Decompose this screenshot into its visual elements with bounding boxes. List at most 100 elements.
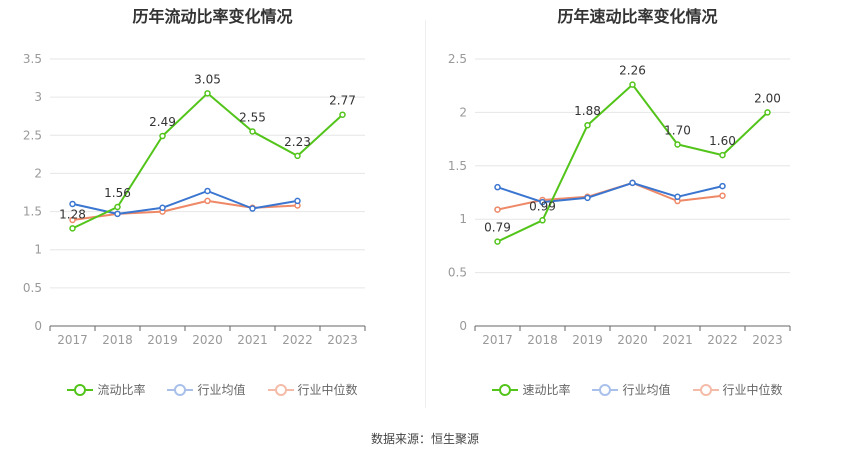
y-tick-label: 2.5	[23, 128, 42, 142]
data-point-main	[249, 128, 256, 135]
data-point-avg	[584, 194, 591, 202]
data-point-median	[719, 192, 726, 199]
data-point-main	[204, 90, 211, 97]
data-point-avg	[294, 197, 301, 205]
data-point-avg	[249, 205, 256, 212]
x-tick-label: 2018	[527, 333, 558, 347]
data-label: 1.60	[709, 134, 736, 148]
data-label: 1.28	[59, 207, 86, 221]
series-line-avg	[72, 190, 298, 215]
data-point-main	[629, 81, 636, 88]
data-label: 2.23	[284, 135, 311, 149]
data-point-median	[204, 197, 211, 205]
legend-label: 行业中位数	[722, 383, 783, 397]
data-point-avg	[674, 193, 681, 201]
data-point-avg	[539, 198, 546, 206]
x-tick-label: 2017	[482, 333, 513, 347]
y-tick-label: 1	[459, 212, 467, 226]
y-tick-label: 0	[459, 319, 467, 333]
legend-item-median[interactable]: 行业中位数	[267, 381, 358, 398]
data-point-avg	[69, 200, 76, 208]
data-label: 2.77	[329, 94, 356, 108]
legend-item-main[interactable]: 速动比率	[492, 381, 570, 398]
data-label: 2.49	[149, 115, 176, 129]
chart-svg: 0 0.5 1 1.5 2 2.5 3 3.5 2017 2018 2019 2020 2021 2022…	[23, 52, 366, 347]
data-label: 2.26	[619, 64, 646, 78]
data-point-main	[539, 217, 546, 224]
legend-item-avg[interactable]: 行业均值	[592, 381, 671, 398]
legend-marker-icon	[492, 383, 519, 396]
legend-marker-icon	[592, 383, 619, 396]
data-point-median	[69, 216, 76, 224]
x-tick-label: 2022	[282, 333, 313, 347]
x-tick-label: 2022	[707, 333, 738, 347]
y-tick-label: 1	[34, 243, 42, 257]
data-point-main	[674, 141, 681, 148]
x-tick-label: 2021	[237, 333, 268, 347]
y-tick-label: 1.5	[448, 159, 467, 173]
legend-item-median[interactable]: 行业中位数	[692, 381, 783, 398]
data-point-main	[294, 152, 301, 160]
legend-marker-icon	[692, 383, 719, 396]
data-point-avg	[114, 210, 121, 218]
series-line-avg	[497, 181, 723, 204]
legend-marker-icon	[167, 383, 194, 396]
quick-ratio-chart: 历年速动比率变化情况 0 0.5 1 1.5 2 2.5 2017 2018 2019 2020 2…	[425, 0, 850, 420]
panel-divider	[425, 20, 426, 408]
x-tick-label: 2019	[147, 333, 178, 347]
y-tick-label: 0	[34, 319, 42, 333]
legend-item-avg[interactable]: 行业均值	[167, 381, 246, 398]
legend-item-main[interactable]: 流动比率	[67, 381, 145, 398]
data-point-median	[494, 206, 501, 213]
current-ratio-chart: 历年流动比率变化情况 0 0.5 1 1.5 2 2.5 3 3.5 2017 2018 2019 2…	[0, 0, 425, 420]
data-label: 1.88	[574, 104, 601, 118]
legend-marker-icon	[67, 383, 94, 396]
x-tick-label: 2021	[662, 333, 693, 347]
data-label: 0.79	[484, 221, 511, 235]
data-label: 1.56	[104, 186, 131, 200]
y-tick-label: 1.5	[23, 205, 42, 219]
chart-title: 历年速动比率变化情况	[557, 7, 718, 26]
source-note: 数据来源：恒生聚源	[370, 432, 479, 446]
data-point-avg	[204, 187, 211, 195]
series-line-main	[497, 83, 769, 243]
legend-marker-icon	[267, 383, 294, 396]
x-tick-label: 2023	[327, 333, 358, 347]
y-tick-label: 0.5	[448, 266, 467, 280]
data-point-main	[69, 225, 76, 232]
data-label: 2.00	[754, 91, 781, 105]
x-tick-label: 2017	[57, 333, 88, 347]
y-tick-label: 2	[459, 105, 467, 119]
y-tick-label: 3	[34, 90, 42, 104]
data-point-avg	[719, 182, 726, 190]
legend-label: 行业中位数	[297, 383, 358, 397]
x-tick-label: 2020	[192, 333, 223, 347]
data-point-main	[584, 121, 591, 129]
chart-svg: 0 0.5 1 1.5 2 2.5 2017 2018 2019 2020 2021 2022 2023…	[448, 52, 791, 347]
x-tick-label: 2018	[102, 333, 133, 347]
data-label: 1.70	[664, 123, 691, 137]
x-tick-label: 2019	[572, 333, 603, 347]
legend-label: 行业均值	[622, 383, 671, 397]
data-point-main	[494, 238, 501, 245]
y-tick-label: 2.5	[448, 52, 467, 66]
x-tick-label: 2020	[617, 333, 648, 347]
data-point-main	[114, 203, 121, 211]
legend: 速动比率 行业均值 行业中位数	[425, 381, 850, 398]
legend: 流动比率 行业均值 行业中位数	[0, 381, 425, 398]
x-tick-label: 2023	[752, 333, 783, 347]
data-point-main	[764, 109, 771, 116]
y-tick-label: 2	[34, 166, 42, 180]
data-point-main	[339, 111, 346, 118]
data-point-avg	[159, 204, 166, 212]
legend-label: 行业均值	[197, 383, 246, 397]
data-label: 2.55	[239, 110, 266, 124]
data-point-main	[719, 151, 726, 159]
y-tick-label: 3.5	[23, 52, 42, 66]
data-point-main	[159, 132, 166, 140]
series-line-main	[72, 92, 344, 230]
data-point-avg	[494, 183, 501, 191]
data-label: 0.99	[529, 199, 556, 213]
legend-label: 流动比率	[97, 383, 146, 397]
legend-label: 速动比率	[522, 383, 571, 397]
